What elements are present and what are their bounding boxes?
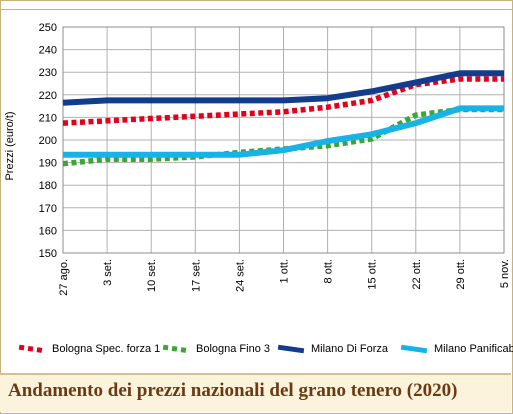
legend-label: Bologna Fino 3 [196,343,270,355]
y-axis-label: Prezzi (euro/t) [4,111,16,180]
x-tick-labels: 27 ago. 3 set. 10 set. 17 set. 24 set. 1 ott.… [58,259,511,296]
legend-swatch [277,344,305,354]
legend-swatch [162,344,190,354]
legend-item-2: Milano Di Forza [277,343,388,355]
y-tick-label: 240 [39,45,57,57]
grid-lines [62,26,505,254]
caption-bar: Andamento dei prezzi nazionali del grano… [0,373,511,412]
y-tick-label: 180 [39,180,57,192]
line-chart: 150 160 170 180 190 200 210 220 230 240 250 27 ago… [4,22,511,296]
y-tick-label: 190 [39,158,57,170]
x-tick-label: 24 set. [234,259,246,292]
legend-swatch [400,344,428,354]
y-tick-label: 250 [39,22,57,34]
y-tick-label: 220 [39,90,57,102]
y-tick-label: 230 [39,67,57,79]
x-tick-label: 5 nov. [499,259,511,288]
legend-swatch [18,344,46,354]
series-line-3 [63,105,504,158]
y-tick-label: 170 [39,203,57,215]
chart-caption: Andamento dei prezzi nazionali del grano… [8,380,458,401]
legend-label: Milano Di Forza [311,343,389,355]
series-lines [62,70,504,167]
x-tick-label: 15 ott. [367,259,379,290]
x-tick-label: 8 ott. [323,259,335,283]
x-tick-label: 10 set. [146,259,158,292]
legend-item-3: Milano Panificabile [400,343,513,355]
plot-area [62,26,505,254]
x-tick-label: 29 ott. [455,259,467,290]
legend-label: Bologna Spec. forza 1 [52,343,161,355]
y-tick-labels: 150 160 170 180 190 200 210 220 230 240 250 [39,22,57,260]
legend-item-0: Bologna Spec. forza 1 [18,343,160,355]
x-tick-label: 27 ago. [58,259,70,296]
series-line-2 [62,70,504,106]
x-tick-label: 22 ott. [411,259,423,290]
legend-item-1: Bologna Fino 3 [162,343,270,355]
y-tick-label: 200 [39,135,57,147]
x-tick-label: 17 set. [190,259,202,292]
x-tick-label: 3 set. [102,259,114,286]
legend: Bologna Spec. forza 1 Bologna Fino 3 Milan… [0,339,513,363]
y-tick-label: 150 [39,248,57,260]
top-strip [1,1,512,10]
legend-label: Milano Panificabile [434,343,513,355]
x-tick-label: 1 ott. [279,259,291,283]
y-tick-label: 210 [39,112,57,124]
y-tick-label: 160 [39,225,57,237]
